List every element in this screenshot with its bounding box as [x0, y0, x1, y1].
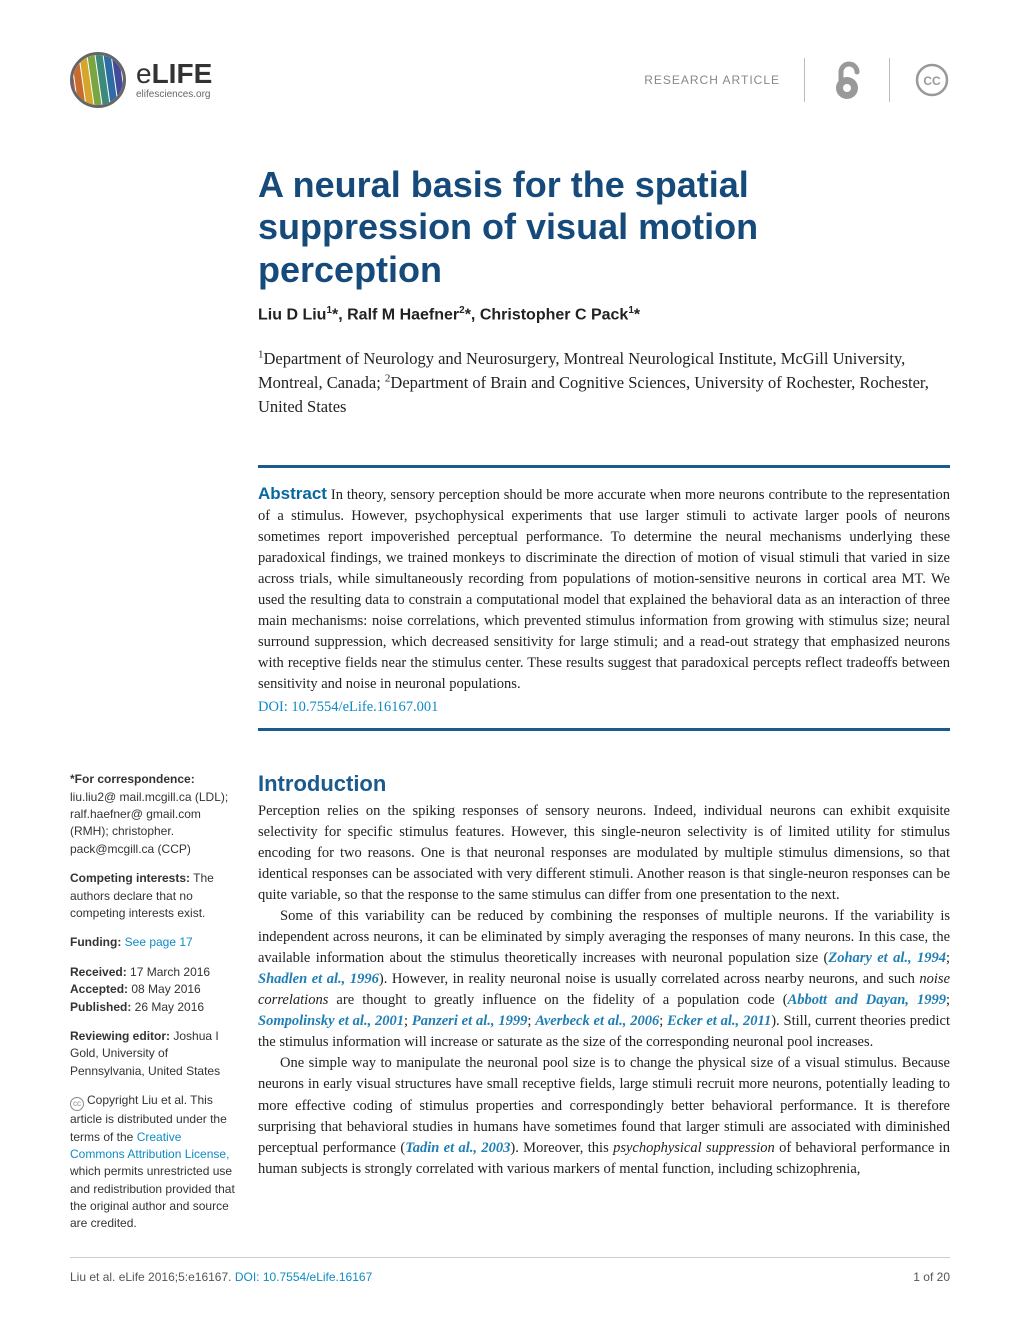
accepted-label: Accepted: — [70, 982, 128, 996]
footer-doi-link[interactable]: DOI: 10.7554/eLife.16167 — [235, 1270, 372, 1284]
cc-small-icon: cc — [70, 1097, 84, 1111]
elife-logo-icon — [70, 52, 126, 108]
abstract-label: Abstract — [258, 484, 327, 503]
open-access-icon — [805, 58, 890, 102]
introduction-heading: Introduction — [258, 771, 950, 797]
correspondence-label: *For correspondence: — [70, 772, 195, 786]
abstract-text: In theory, sensory perception should be … — [258, 487, 950, 693]
article-type-label: RESEARCH ARTICLE — [644, 58, 805, 102]
abstract-box: Abstract In theory, sensory perception s… — [258, 465, 950, 732]
page-header: eLIFE elifesciences.org RESEARCH ARTICLE… — [70, 52, 950, 126]
intro-p3: One simple way to manipulate the neurona… — [258, 1053, 950, 1179]
abstract-doi-link[interactable]: DOI: 10.7554/eLife.16167.001 — [258, 699, 950, 716]
published-label: Published: — [70, 1000, 131, 1014]
funding-link[interactable]: See page 17 — [121, 935, 192, 949]
footer-rule — [70, 1257, 950, 1258]
funding-label: Funding: — [70, 935, 121, 949]
copyright-suffix: which permits unrestricted use and redis… — [70, 1164, 235, 1230]
published-date: 26 May 2016 — [131, 1000, 204, 1014]
page-number: 1 of 20 — [913, 1270, 950, 1284]
reviewing-editor-label: Reviewing editor: — [70, 1029, 170, 1043]
journal-logo: eLIFE elifesciences.org — [70, 52, 212, 108]
intro-p1: Perception relies on the spiking respons… — [258, 801, 950, 906]
author-list: Liu D Liu1*, Ralf M Haefner2*, Christoph… — [258, 305, 950, 324]
received-date: 17 March 2016 — [127, 965, 210, 979]
introduction-body: Perception relies on the spiking respons… — [258, 801, 950, 1179]
journal-name: eLIFE — [136, 60, 212, 88]
accepted-date: 08 May 2016 — [128, 982, 201, 996]
journal-url: elifesciences.org — [136, 90, 212, 100]
correspondence-text: liu.liu2@ mail.mcgill.ca (LDL); ralf.hae… — [70, 790, 228, 856]
competing-interests-label: Competing interests: — [70, 871, 190, 885]
affiliations: 1Department of Neurology and Neurosurger… — [258, 347, 950, 419]
received-label: Received: — [70, 965, 127, 979]
svg-text:CC: CC — [923, 74, 941, 88]
footer-citation: Liu et al. eLife 2016;5:e16167. — [70, 1270, 235, 1284]
sidebar-metadata: *For correspondence: liu.liu2@ mail.mcgi… — [70, 771, 236, 1245]
page-footer: Liu et al. eLife 2016;5:e16167. DOI: 10.… — [70, 1270, 950, 1284]
article-title: A neural basis for the spatial suppressi… — [258, 164, 950, 291]
cc-license-icon: CC — [890, 58, 950, 102]
intro-p2: Some of this variability can be reduced … — [258, 906, 950, 1053]
